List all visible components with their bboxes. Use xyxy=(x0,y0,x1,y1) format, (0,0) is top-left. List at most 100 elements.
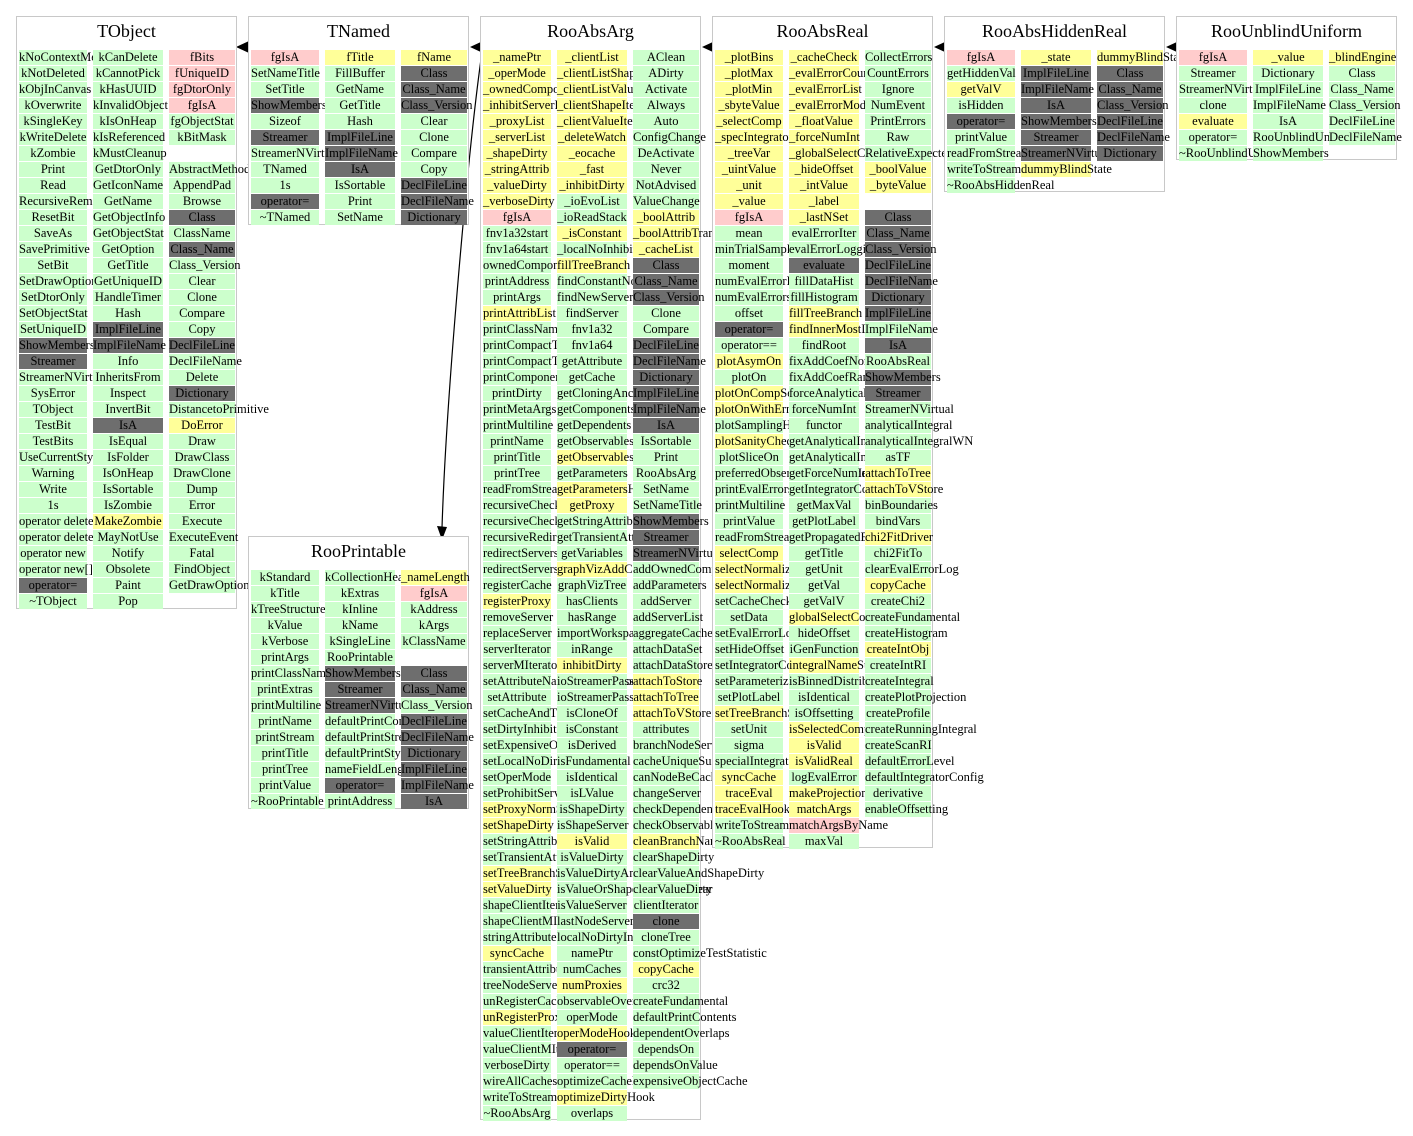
class-member: _boolValue xyxy=(865,162,931,177)
class-member: findServer xyxy=(557,306,627,321)
class-member: Class xyxy=(401,66,467,81)
class-member: _sbyteValue xyxy=(715,98,783,113)
class-member: HandleTimer xyxy=(93,290,163,305)
class-member: setHideOffset xyxy=(715,642,785,657)
class-member: GetName xyxy=(325,82,395,97)
class-member: printEvalErrors xyxy=(715,482,793,497)
class-member: AClean xyxy=(633,50,699,65)
class-node-rooprintable[interactable]: RooPrintable kStandard kTitle kTreeStructur… xyxy=(248,536,474,809)
class-member: localNoDirtyInhibit xyxy=(557,930,657,945)
class-member: ImplFileName xyxy=(633,402,706,417)
class-member: Dictionary xyxy=(401,746,467,761)
class-member: _clientShapeIter xyxy=(557,98,639,113)
class-node-rooabsreal[interactable]: RooAbsReal _plotBins _plotMax _plotMin _sbyt… xyxy=(712,16,984,849)
class-member: IsZombie xyxy=(93,498,163,513)
class-title: RooAbsReal xyxy=(776,21,869,41)
class-member: operator= xyxy=(557,1042,627,1057)
class-node-roounblinduniform[interactable]: RooUnblindUniform fgIsA Streamer StreamerNV… xyxy=(1176,16,1402,161)
class-member: copyCache xyxy=(865,578,931,593)
class-member: unRegisterProxy xyxy=(483,1010,568,1025)
class-member: IsA xyxy=(401,794,467,809)
class-member: fnv1a64 xyxy=(557,338,627,353)
class-member: printAddress xyxy=(483,274,551,289)
class-member: Browse xyxy=(169,194,235,209)
class-member: StreamerNVirtual xyxy=(325,698,414,713)
class-member: getHiddenVal xyxy=(947,66,1016,81)
class-member: Class_Version xyxy=(633,290,705,305)
class-member: getCloningAncestors xyxy=(557,386,663,401)
class-member: forceAnalyticalInt xyxy=(789,386,881,401)
class-member: ioStreamerPass2Finalize xyxy=(557,690,681,705)
class-member: kInline xyxy=(325,602,395,617)
class-member: GetObjectInfo xyxy=(93,210,166,225)
class-member: DeclFileName xyxy=(169,354,242,369)
class-member: printDirty xyxy=(483,386,551,401)
class-member: numProxies xyxy=(557,978,627,993)
class-member: kValue xyxy=(251,618,319,633)
class-member: constOptimizeTestStatistic xyxy=(633,946,767,961)
class-node-rooabshiddenreal[interactable]: RooAbsHiddenReal fgIsA getHiddenVal getValV… xyxy=(944,16,1188,193)
class-member: setTransientAttribute xyxy=(483,850,589,865)
class-node-tobject[interactable]: TObject kNoContextMenu kNotDeleted kObjInCa… xyxy=(16,16,269,609)
class-member: createProfile xyxy=(865,706,931,721)
class-member: IsA xyxy=(1253,114,1323,129)
class-member: operator= xyxy=(947,114,1015,129)
class-member: fixAddCoefNormalization xyxy=(789,354,921,369)
class-member: _globalSelectComp xyxy=(789,146,888,161)
class-member: kIsReferenced xyxy=(93,130,166,145)
class-member: printCompactTreeHook xyxy=(483,354,602,369)
class-member: operator delete xyxy=(19,514,94,529)
class-member: Delete xyxy=(169,370,235,385)
class-member: isValueServer xyxy=(557,898,627,913)
class-member: getAttribute xyxy=(557,354,627,369)
class-member: traceEvalHook xyxy=(715,802,790,817)
class-member: DeclFileLine xyxy=(401,714,467,729)
class-member: Class_Name xyxy=(865,226,931,241)
class-member: MakeZombie xyxy=(93,514,163,529)
class-member: Streamer xyxy=(325,682,395,697)
class-member: clone xyxy=(633,914,699,929)
class-member: kStandard xyxy=(251,570,319,585)
class-member: _stringAttrib xyxy=(483,162,551,177)
class-member: Class_Version xyxy=(865,242,937,257)
class-member: Write xyxy=(19,482,87,497)
class-member: Class_Version xyxy=(1329,98,1401,113)
class-member: _clientList xyxy=(557,50,627,65)
class-member: bindVars xyxy=(865,514,931,529)
class-member: dependsOnValue xyxy=(633,1058,718,1073)
class-member: SetUniqueID xyxy=(19,322,87,337)
class-member: ClassName xyxy=(169,226,235,241)
class-member: ShowMembers xyxy=(1021,114,1097,129)
class-member: _proxyList xyxy=(483,114,551,129)
class-member: setUnit xyxy=(715,722,783,737)
class-member: RecursiveRemove xyxy=(19,194,111,209)
class-node-rooabsarg[interactable]: RooAbsArg _namePtr _operMode _ownedComponen… xyxy=(480,16,781,1121)
class-member: Copy xyxy=(169,322,235,337)
class-member: IsA xyxy=(1021,98,1091,113)
class-member: isValueDirtyAndClear xyxy=(557,866,669,881)
class-member: attachToTree xyxy=(633,690,699,705)
class-member: createScanRI xyxy=(865,738,932,753)
class-member: makeProjectionSet xyxy=(789,786,884,801)
class-member: clone xyxy=(1179,98,1247,113)
class-member: createIntegral xyxy=(865,674,934,689)
class-member: _hideOffset xyxy=(789,162,859,177)
class-member: mean xyxy=(715,226,783,241)
class-member: numCaches xyxy=(557,962,627,977)
class-member: Hash xyxy=(93,306,163,321)
class-member: _byteValue xyxy=(865,178,931,193)
class-node-tnamed[interactable]: TNamed fgIsA SetNameTitle SetTitle ShowMembe… xyxy=(248,16,474,225)
class-member: StreamerNVirtual xyxy=(19,370,108,385)
class-member: plotOnWithErrorBand xyxy=(715,402,827,417)
class-member: defaultErrorLevel xyxy=(865,754,955,769)
class-member: getComponents xyxy=(557,402,636,417)
class-member: Execute xyxy=(169,514,235,529)
class-member: _valueDirty xyxy=(483,178,551,193)
class-member: setShapeDirty xyxy=(483,818,554,833)
class-member: isDerived xyxy=(557,738,627,753)
class-member: DeclFileName xyxy=(633,354,706,369)
class-member: Compare xyxy=(633,322,699,337)
class-member: hideOffset xyxy=(789,626,859,641)
class-member: _specIntegratorConfig xyxy=(715,130,828,145)
class-member: Draw xyxy=(169,434,235,449)
